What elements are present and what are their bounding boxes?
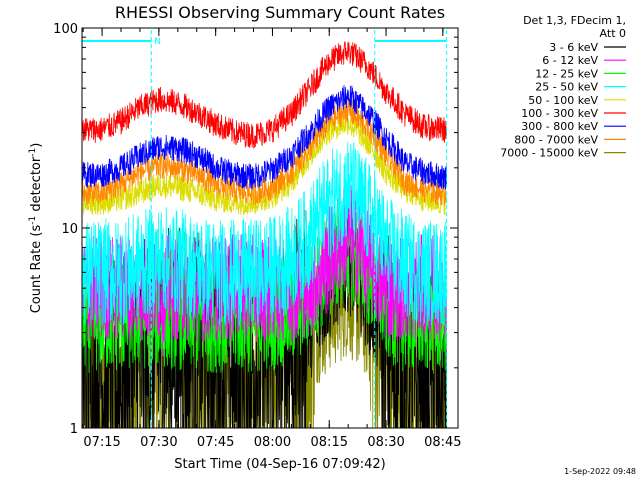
series-line: [81, 85, 447, 190]
x-axis-label: Start Time (04-Sep-16 07:09:42): [174, 457, 385, 472]
series-line: [81, 113, 447, 216]
chart-title: RHESSI Observing Summary Count Rates: [115, 3, 445, 22]
y-axis: 1 10 100: [53, 22, 458, 437]
x-axis: 07:15 07:30 07:45 08:00 08:15 08:30 08:45: [82, 28, 462, 450]
y-tick-label: 1: [70, 422, 78, 437]
legend-label: 300 - 800 keV: [521, 120, 598, 133]
x-tick-label: 08:45: [424, 435, 461, 450]
night-label: N: [154, 37, 161, 47]
legend-label: 7000 - 15000 keV: [500, 147, 598, 160]
legend-label: 12 - 25 keV: [535, 67, 598, 80]
series-line: [81, 206, 447, 429]
y-axis-label: Count Rate (s-1 detector-1): [28, 143, 44, 314]
legend-label: 100 - 300 keV: [521, 107, 598, 120]
legend-label: 6 - 12 keV: [542, 54, 598, 67]
x-tick-label: 07:30: [140, 435, 177, 450]
y-tick-label: 10: [61, 222, 78, 237]
x-tick-label: 08:30: [367, 435, 404, 450]
x-tick-label: 07:45: [197, 435, 234, 450]
x-tick-label: 07:15: [83, 435, 120, 450]
legend-header-line1: Det 1,3, FDecim 1,: [523, 14, 626, 27]
legend-label: 3 - 6 keV: [549, 41, 598, 54]
series-line: [81, 142, 447, 327]
series-line: [81, 41, 447, 149]
x-tick-label: 08:00: [254, 435, 291, 450]
x-tick-label: 08:15: [311, 435, 348, 450]
legend-header-line2: Att 0: [600, 27, 626, 40]
legend-label: 50 - 100 keV: [528, 94, 598, 107]
series-line: [81, 97, 447, 206]
footer-timestamp: 1-Sep-2022 09:48: [564, 467, 636, 476]
y-tick-label: 100: [53, 22, 78, 37]
legend-label: 25 - 50 keV: [535, 81, 598, 94]
legend-label: 800 - 7000 keV: [514, 133, 598, 146]
series-curves: [81, 41, 447, 430]
